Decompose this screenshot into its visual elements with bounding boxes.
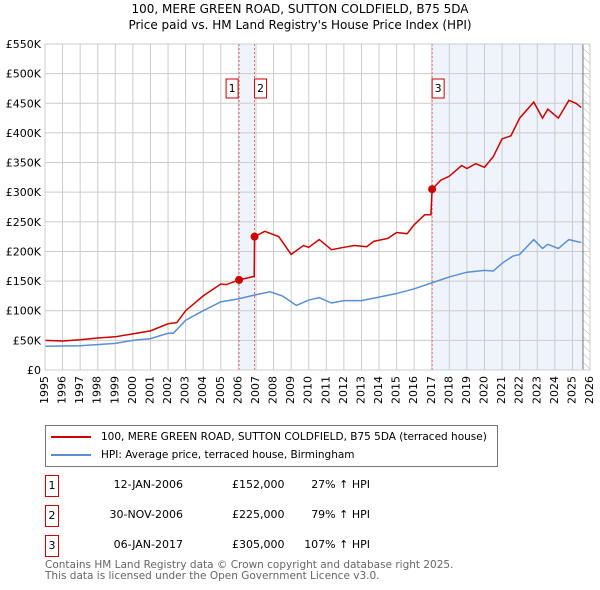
x-tick-label: 2024 [548,376,561,404]
y-tick-label: £150K [6,275,42,288]
chart-subtitle: Price paid vs. HM Land Registry's House … [128,18,472,32]
sale-date: 06-JAN-2017 [113,538,183,551]
sale-label: 1 [229,82,236,95]
x-tick-label: 2019 [460,376,473,404]
y-tick-label: £0 [27,364,41,377]
legend-label: HPI: Average price, terraced house, Birm… [101,449,355,461]
x-tick-label: 2006 [231,376,244,404]
x-tick-label: 2021 [495,376,508,404]
x-tick-label: 2012 [337,376,350,404]
x-tick-label: 1999 [108,376,121,404]
sale-hpi: 79% ↑ HPI [311,508,370,521]
y-tick-label: £250K [6,216,42,229]
footer-line: This data is licensed under the Open Gov… [45,570,380,582]
sale-label-box [254,78,268,99]
sale-marker: 1 [45,475,59,497]
x-tick-label: 1998 [91,376,104,404]
sale-point [250,232,259,241]
x-tick-label: 2023 [530,376,543,404]
sale-point [428,185,437,194]
hpi-line [44,238,582,348]
shaded-region [432,44,583,370]
x-tick-label: 2018 [442,376,455,404]
sale-date: 12-JAN-2006 [113,478,183,491]
sale-row: 1 12-JAN-2006 £152,000 27% ↑ HPI [45,475,445,497]
y-tick-label: £400K [6,127,42,140]
legend-item-hpi: HPI: Average price, terraced house, Birm… [51,447,355,463]
x-tick-label: 2004 [196,376,209,404]
sale-hpi: 107% ↑ HPI [304,538,370,551]
x-tick-label: 2008 [267,376,280,404]
x-tick-label: 2005 [214,376,227,404]
x-tick-label: 2015 [390,376,403,404]
price-chart: 1995 1996 1997 1998 1999 2000 2001 2002 2003 2004… [6,38,596,404]
y-tick-label: £50K [13,334,42,347]
sale-marker: 2 [45,505,59,527]
sale-date: 30-NOV-2006 [109,508,183,521]
sale-row: 2 30-NOV-2006 £225,000 79% ↑ HPI [45,505,445,527]
legend-swatch-blue [51,454,91,456]
property-line [44,99,582,342]
sale-label: 3 [435,82,442,95]
y-tick-label: £200K [6,245,42,258]
y-tick-label: £550K [6,38,42,51]
x-tick-label: 2017 [425,376,438,404]
shaded-region [239,44,255,370]
x-tick-label: 1997 [73,376,86,404]
forecast-hatch [582,44,590,370]
legend-swatch-red [51,436,91,438]
sale-price: £152,000 [232,478,285,491]
sale-row: 3 06-JAN-2017 £305,000 107% ↑ HPI [45,535,445,557]
x-tick-label: 2000 [126,376,139,404]
sale-label: 2 [257,82,264,95]
legend-label: 100, MERE GREEN ROAD, SUTTON COLDFIELD, … [101,431,487,443]
footer: Contains HM Land Registry data © Crown c… [45,560,453,582]
sale-price: £305,000 [232,538,285,551]
y-tick-label: £450K [6,97,42,110]
legend-item-property: 100, MERE GREEN ROAD, SUTTON COLDFIELD, … [51,429,487,445]
x-tick-label: 2002 [161,376,174,404]
x-tick-label: 2022 [513,376,526,404]
legend: 100, MERE GREEN ROAD, SUTTON COLDFIELD, … [45,425,498,467]
y-tick-label: £350K [6,157,42,170]
x-tick-label: 2013 [354,376,367,404]
plot-frame [44,43,591,371]
x-tick-label: 2001 [143,376,156,404]
x-tick-label: 2016 [407,376,420,404]
x-tick-label: 2025 [565,376,578,404]
sale-label-box [431,78,445,99]
x-tick-label: 2026 [583,376,596,404]
x-tick-label: 2020 [478,376,491,404]
sale-price: £225,000 [232,508,285,521]
x-tick-label: 2011 [319,376,332,404]
x-tick-label: 1995 [38,376,51,404]
x-tick-label: 2003 [179,376,192,404]
y-tick-label: £500K [6,68,42,81]
sale-label-box [225,78,239,99]
footer-line: Contains HM Land Registry data © Crown c… [45,559,454,571]
x-tick-label: 2010 [302,376,315,404]
chart-title: 100, MERE GREEN ROAD, SUTTON COLDFIELD, … [131,2,469,16]
sale-point [235,275,244,284]
y-tick-label: £300K [6,186,42,199]
x-tick-label: 2014 [372,376,385,404]
x-tick-label: 2009 [284,376,297,404]
x-tick-label: 2007 [249,376,262,404]
sale-marker: 3 [45,535,59,557]
y-tick-label: £100K [6,305,42,318]
sale-hpi: 27% ↑ HPI [311,478,370,491]
x-tick-label: 1996 [56,376,69,404]
